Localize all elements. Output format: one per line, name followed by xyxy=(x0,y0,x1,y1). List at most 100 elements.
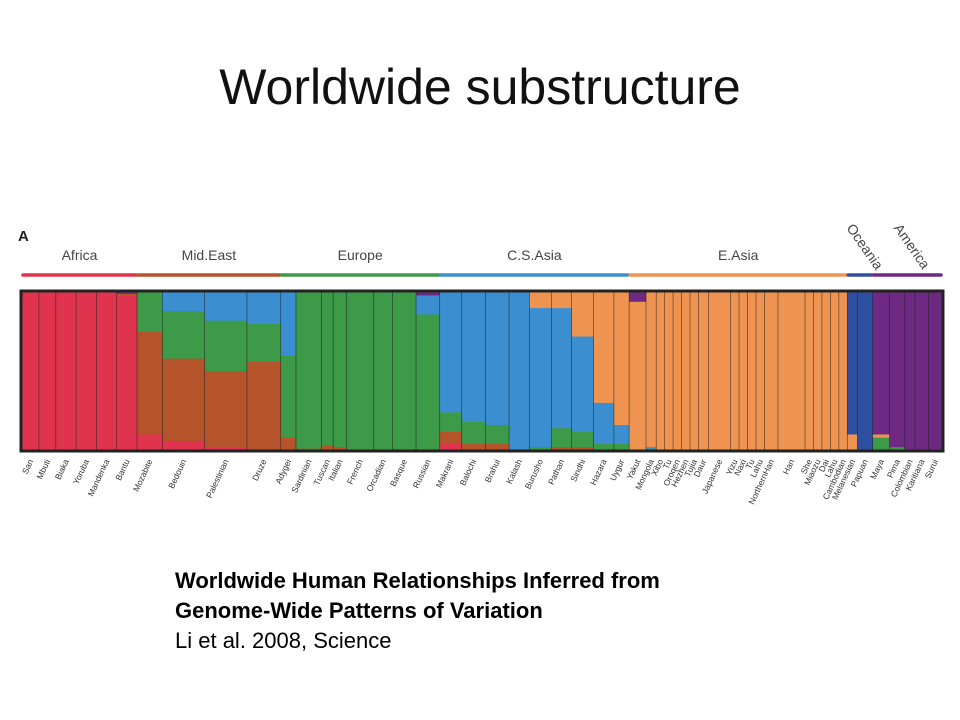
bar-segment xyxy=(55,292,77,451)
population-bar xyxy=(777,292,806,451)
bar-segment xyxy=(690,292,699,451)
bar-plot xyxy=(22,292,943,451)
bar-segment xyxy=(439,292,463,413)
bar-segment xyxy=(777,292,806,451)
population-label: Han xyxy=(781,457,797,476)
bar-segment xyxy=(137,331,163,435)
bar-segment xyxy=(813,292,823,451)
population-bar xyxy=(673,292,682,451)
population-label: Surui xyxy=(923,458,940,480)
population-bar xyxy=(872,292,890,451)
bar-segment xyxy=(461,421,486,444)
population-label: Yoruba xyxy=(71,457,91,486)
bar-segment xyxy=(485,424,510,444)
population-bar xyxy=(656,292,665,451)
population-bar xyxy=(805,292,814,451)
bar-segment xyxy=(571,292,594,337)
bar-segment xyxy=(137,292,163,332)
population-label: Uygur xyxy=(608,457,627,482)
region-label: Oceania xyxy=(844,221,887,273)
population-label: Brahui xyxy=(483,458,502,485)
caption-title-line2: Genome-Wide Patterns of Variation xyxy=(175,598,543,623)
bar-segment xyxy=(439,412,463,432)
population-bar xyxy=(821,292,831,451)
population-bar xyxy=(571,292,594,451)
population-label: Orcadian xyxy=(364,457,388,493)
bar-segment xyxy=(204,320,248,372)
population-bar xyxy=(708,292,731,451)
bar-segment xyxy=(708,292,731,451)
population-label: Basque xyxy=(388,457,409,488)
caption: Worldwide Human Relationships Inferred f… xyxy=(175,566,660,656)
caption-citation: Li et al. 2008, Science xyxy=(175,628,392,653)
region-label: Africa xyxy=(62,247,98,263)
population-bar xyxy=(509,292,530,451)
bar-segment xyxy=(805,292,814,451)
bar-segment xyxy=(673,292,682,451)
bar-segment xyxy=(96,292,117,451)
population-bar xyxy=(162,292,205,451)
population-bar xyxy=(529,292,552,451)
population-bar xyxy=(137,292,163,451)
population-label: Biaka xyxy=(53,457,71,481)
bar-segment xyxy=(904,292,916,451)
population-label: Druze xyxy=(250,457,269,482)
caption-title-line1: Worldwide Human Relationships Inferred f… xyxy=(175,568,660,593)
bar-segment xyxy=(485,292,510,426)
bar-segment xyxy=(204,446,248,451)
population-bar xyxy=(593,292,615,451)
population-bar xyxy=(813,292,823,451)
population-label: Bantu xyxy=(113,457,132,482)
slide-title: Worldwide substructure xyxy=(219,59,741,115)
population-label: Palestinian xyxy=(204,457,231,499)
bar-segment xyxy=(333,292,348,448)
bar-segment xyxy=(246,323,282,362)
bar-segment xyxy=(656,292,665,451)
population-bar xyxy=(904,292,916,451)
bar-segment xyxy=(847,434,858,451)
population-bar xyxy=(346,292,375,451)
bar-segment xyxy=(280,437,297,451)
bar-segment xyxy=(551,446,572,451)
bar-segment xyxy=(613,443,630,451)
bar-segment xyxy=(830,292,840,451)
bar-segment xyxy=(116,293,138,296)
population-label: Tu xyxy=(743,457,756,470)
population-bar xyxy=(246,292,282,451)
bar-segment xyxy=(928,292,943,451)
bar-segment xyxy=(333,446,348,451)
bar-segment xyxy=(571,431,594,448)
population-bar xyxy=(22,292,40,451)
population-bar xyxy=(96,292,117,451)
population-bar xyxy=(392,292,417,451)
population-label: Burusho xyxy=(523,457,546,490)
bar-segment xyxy=(76,292,97,451)
population-label: Russian xyxy=(411,457,433,489)
bar-segment xyxy=(664,292,674,451)
bar-segment xyxy=(593,292,615,403)
population-bar xyxy=(333,292,348,451)
population-bar xyxy=(76,292,97,451)
population-bar xyxy=(416,292,441,451)
bar-segment xyxy=(162,440,205,451)
bar-segment xyxy=(529,446,552,451)
region-label: Europe xyxy=(338,247,383,263)
bar-segment xyxy=(551,292,572,309)
bar-segment xyxy=(204,371,248,448)
bar-segment xyxy=(416,292,441,296)
population-bar xyxy=(730,292,740,451)
bar-segment xyxy=(346,292,375,451)
population-bar xyxy=(373,292,393,451)
bar-segment xyxy=(571,446,594,451)
population-bar xyxy=(928,292,943,451)
panel-label: A xyxy=(18,228,29,245)
population-label: Pathan xyxy=(546,457,567,486)
population-bar xyxy=(847,292,858,451)
bar-segment xyxy=(246,361,282,451)
bar-segment xyxy=(698,292,709,451)
population-bar xyxy=(116,292,138,451)
population-bar xyxy=(38,292,57,451)
population-bar xyxy=(681,292,691,451)
population-bar xyxy=(857,292,873,451)
